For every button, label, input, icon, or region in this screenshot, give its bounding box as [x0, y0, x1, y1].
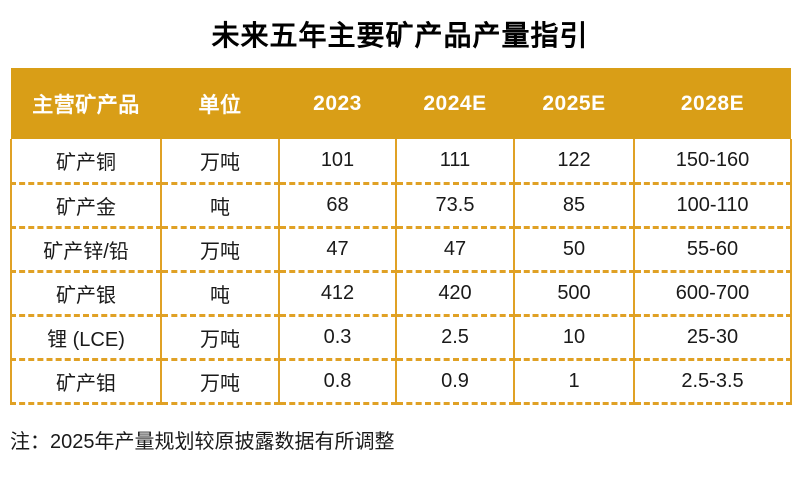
value-cell: 万吨: [161, 313, 280, 359]
product-cell: 矿产银: [10, 269, 162, 315]
value-cell: 50: [514, 225, 635, 271]
table-row: 矿产锌/铅 万吨 47 47 50 55-60: [10, 225, 792, 271]
value-cell: 55-60: [634, 225, 792, 271]
value-cell: 吨: [161, 269, 280, 315]
product-cell: 矿产钼: [10, 357, 162, 405]
page-title: 未来五年主要矿产品产量指引: [211, 20, 589, 51]
header-cell-2024e: 2024E: [423, 91, 487, 115]
product-cell: 矿产铜: [10, 139, 162, 183]
value-cell: 101: [279, 139, 397, 183]
table-row: 矿产金吨 68 73.5 85 100-110: [10, 181, 792, 227]
value-cell: 68: [279, 181, 397, 227]
value-cell: 万吨: [161, 139, 280, 183]
table-row: 矿产钼 万吨 0.8 0.9 1 2.5-3.5: [10, 357, 792, 405]
table-row: 锂 (LCE) 万吨 0.3 2.5 10 25-30: [10, 313, 792, 359]
table-row: 矿产铜 万吨 101 111 122 150-160: [10, 139, 792, 183]
value-cell: 47: [396, 225, 515, 271]
product-cell: 矿产金: [10, 181, 162, 227]
header-cell-product: 主营矿产品: [32, 93, 140, 117]
value-cell: 2.5: [396, 313, 515, 359]
header-row: 主营矿产品 单位 2023 2024E 2025E 2028E: [11, 68, 791, 139]
value-cell: 0.8: [279, 357, 397, 405]
value-cell: 47: [279, 225, 397, 271]
value-cell: 150-160: [634, 139, 792, 183]
value-cell: 420: [396, 269, 515, 315]
header-cell-unit: 单位: [198, 93, 242, 117]
value-cell: 万吨: [161, 357, 280, 405]
table-body: 矿产铜 万吨 101 111 122 150-160 矿产金吨 68 73.5 85 100-110…: [10, 139, 792, 405]
value-cell: 500: [514, 269, 635, 315]
value-cell: 600-700: [634, 269, 792, 315]
table-row: 矿产银吨 412 420 500 600-700: [10, 269, 792, 315]
value-cell: 85: [514, 181, 635, 227]
value-cell: 吨: [161, 181, 280, 227]
value-cell: 0.3: [279, 313, 397, 359]
value-cell: 万吨: [161, 225, 280, 271]
value-cell: 100-110: [634, 181, 792, 227]
value-cell: 122: [514, 139, 635, 183]
header-cell-2023: 2023: [313, 91, 362, 115]
footnote: 注：2025年产量规划较原披露数据有所调整: [10, 431, 395, 453]
product-cell: 矿产锌/铅: [10, 225, 162, 271]
table-header: 主营矿产品 单位 2023 2024E 2025E 2028E: [11, 68, 791, 139]
value-cell: 111: [396, 139, 515, 183]
value-cell: 73.5: [396, 181, 515, 227]
product-cell: 锂 (LCE): [10, 313, 162, 359]
value-cell: 0.9: [396, 357, 515, 405]
header-cell-2028e: 2028E: [680, 91, 745, 115]
value-cell: 2.5-3.5: [634, 357, 792, 405]
value-cell: 1: [514, 357, 635, 405]
header-cell-2025e: 2025E: [542, 91, 606, 115]
value-cell: 25-30: [634, 313, 792, 359]
production-guidance-table: 主营矿产品 单位 2023 2024E 2025E 2028E 矿产铜 万吨 101…: [10, 68, 792, 405]
value-cell: 10: [514, 313, 635, 359]
value-cell: 412: [279, 269, 397, 315]
